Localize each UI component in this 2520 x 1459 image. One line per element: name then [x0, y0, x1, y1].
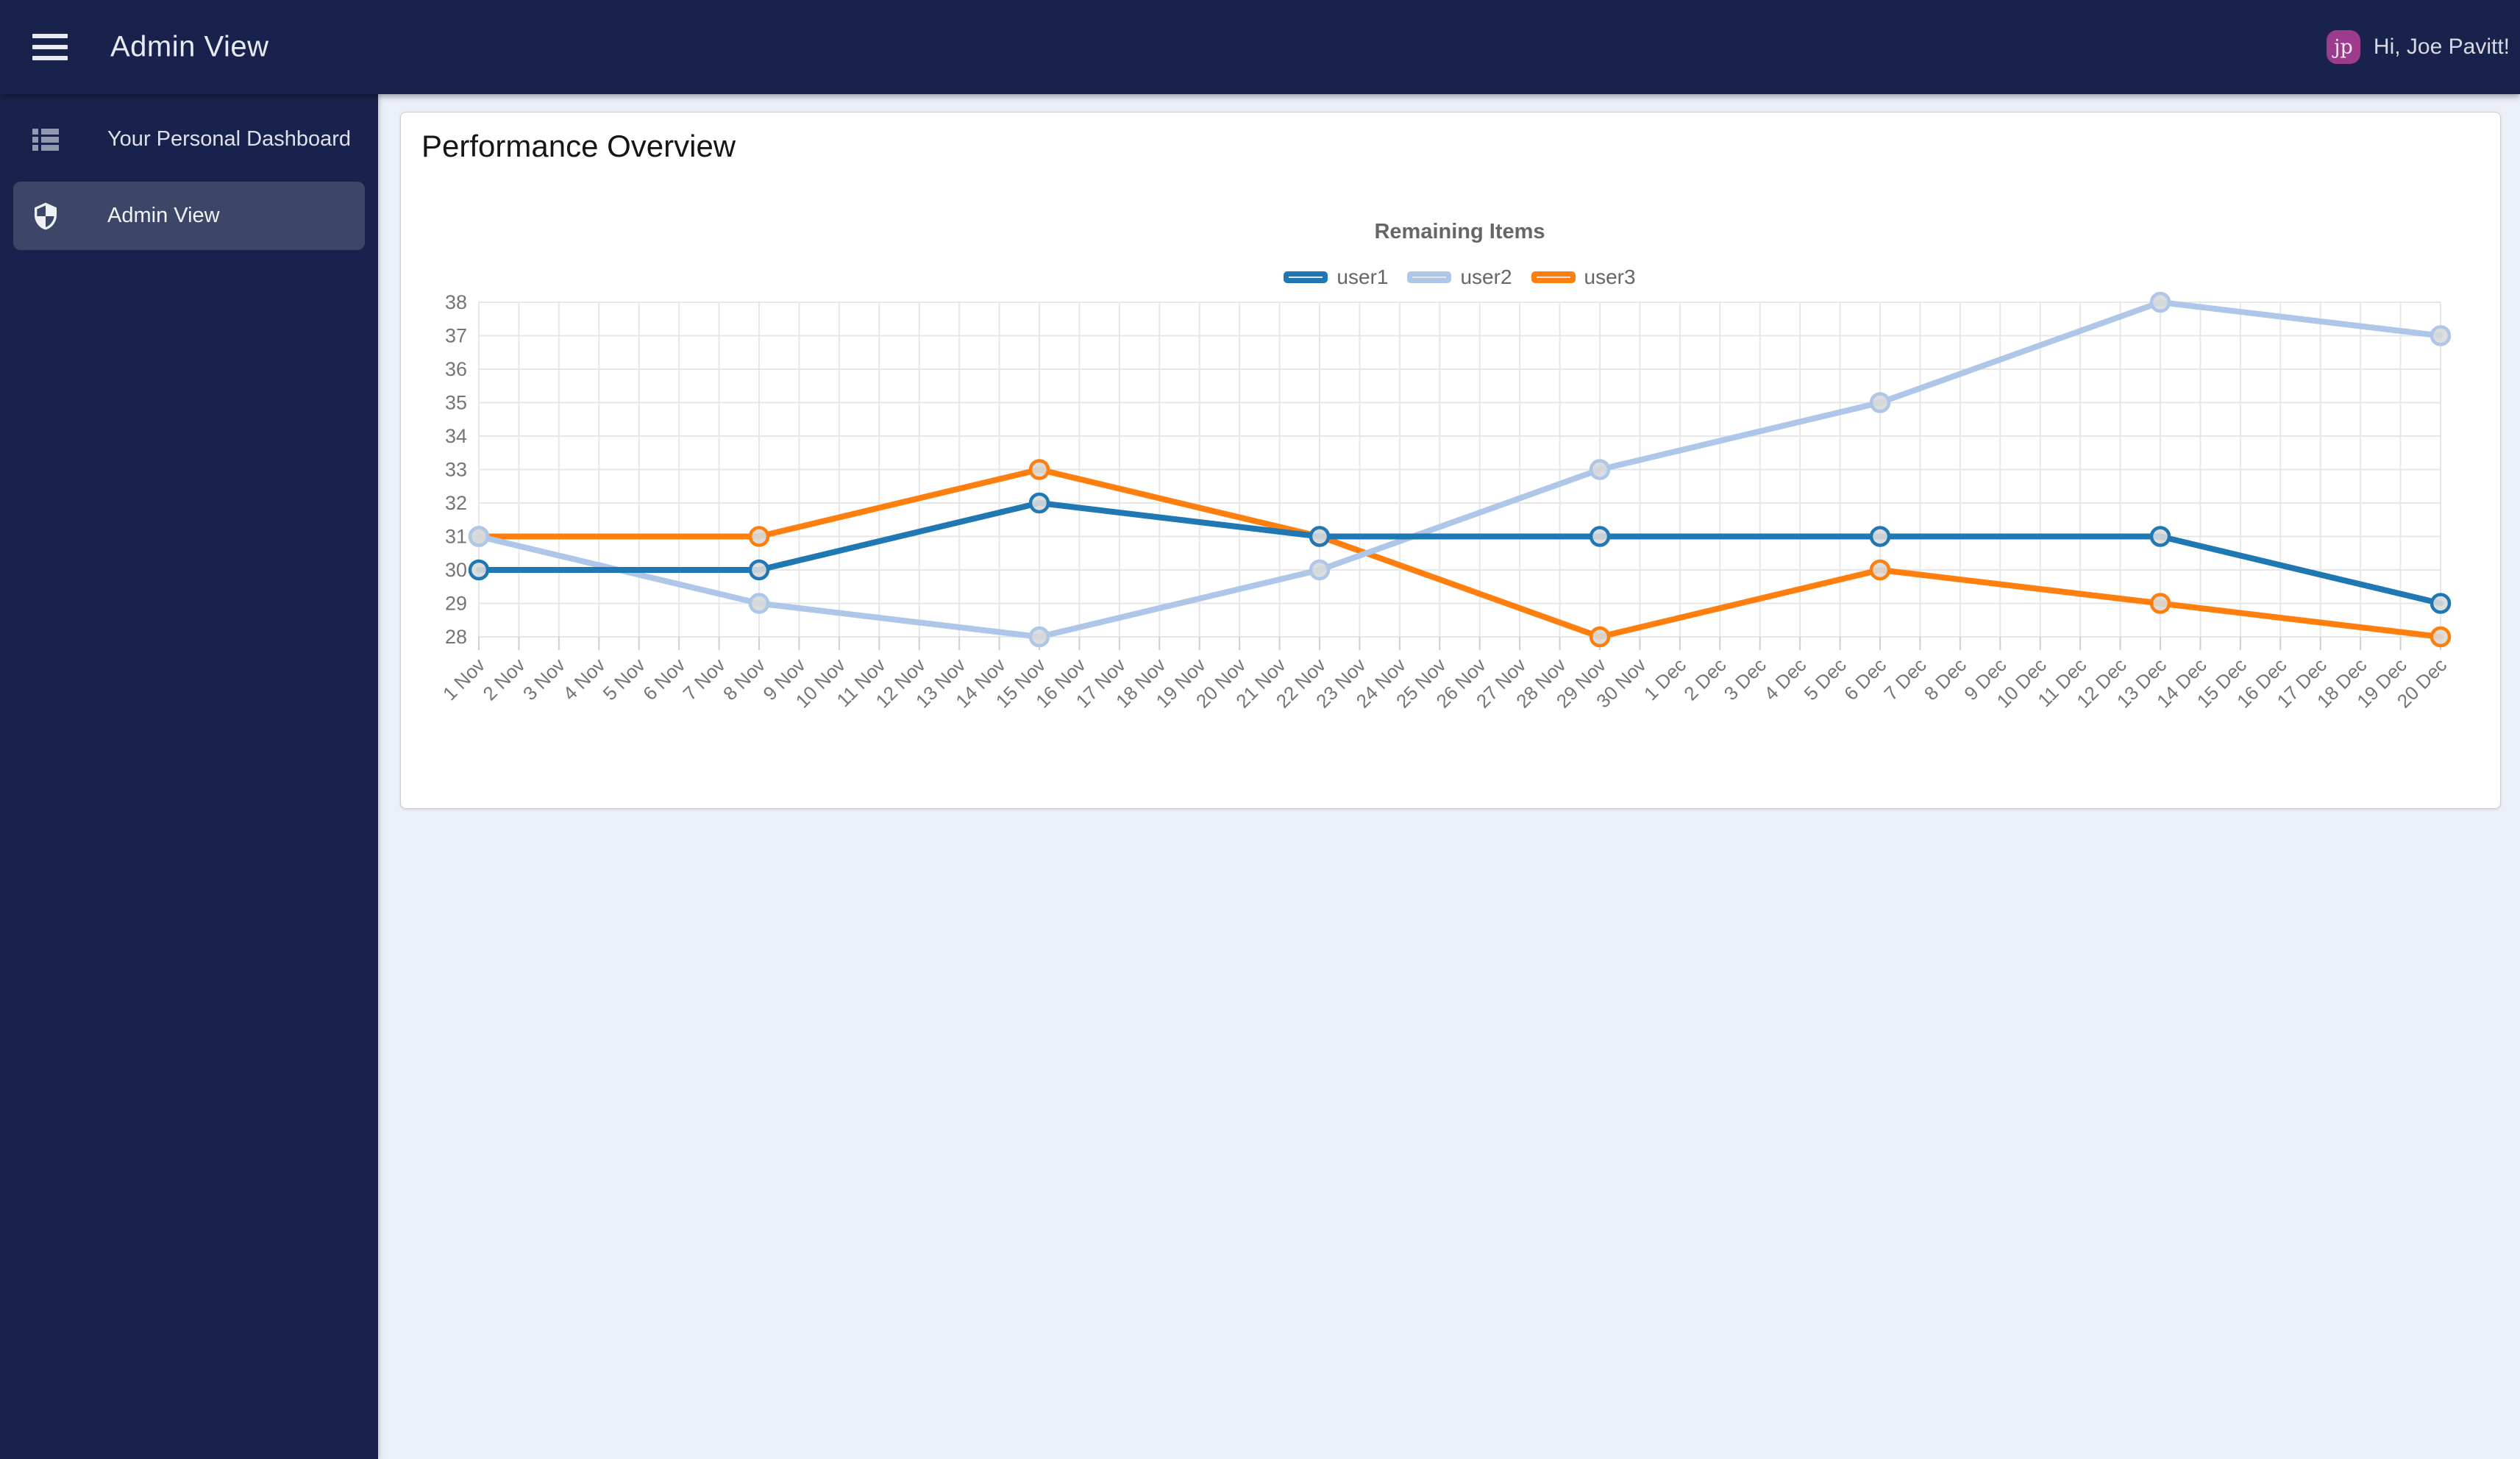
data-point-user2: [1589, 459, 1611, 480]
y-axis-label: 33: [445, 459, 467, 481]
data-point-user2: [468, 526, 490, 547]
y-axis-label: 37: [445, 325, 467, 347]
y-axis-labels: 38 37 36 35 34 33 32 31 30 29 28: [445, 291, 467, 648]
user-greeting: Hi, Joe Pavitt!: [2373, 35, 2510, 59]
main-content: Performance Overview Remaining Items use…: [378, 94, 2520, 1459]
x-axis-label: 6 Nov: [638, 654, 689, 704]
data-point-user2: [2430, 325, 2452, 346]
sidebar-item-personal-dashboard[interactable]: Your Personal Dashboard: [13, 105, 365, 174]
legend-item-user3[interactable]: user3: [1531, 265, 1636, 289]
x-axis-label: 8 Dec: [1920, 654, 1971, 704]
legend-label: user1: [1336, 265, 1389, 288]
data-point-user1: [1869, 526, 1891, 547]
sidebar-item-label: Your Personal Dashboard: [107, 127, 352, 151]
series-user2: [468, 291, 2452, 648]
x-axis-label: 1 Dec: [1640, 654, 1690, 704]
data-point-user3: [2149, 593, 2171, 614]
data-point-user1: [1028, 492, 1050, 514]
user-chip: jp Hi, Joe Pavitt!: [2326, 0, 2510, 94]
data-point-user3: [1589, 626, 1611, 648]
legend-label: user2: [1460, 265, 1512, 288]
data-point-user2: [1309, 559, 1331, 581]
chart-legend: user1 user2 user3: [479, 265, 2441, 289]
x-axis-label: 4 Nov: [558, 654, 609, 704]
dashboard-list-icon: [31, 125, 60, 154]
app-header: Admin View jp Hi, Joe Pavitt!: [0, 0, 2520, 94]
data-point-user3: [748, 526, 770, 547]
chart-title: Remaining Items: [1374, 220, 1545, 243]
y-axis-label: 31: [445, 526, 467, 548]
y-axis-label: 34: [445, 425, 467, 447]
x-axis-label: 1 Nov: [438, 654, 489, 704]
series-user1: [468, 492, 2452, 614]
x-axis-label: 3 Dec: [1720, 654, 1770, 704]
data-point-user3: [1869, 559, 1891, 581]
data-point-user1: [1589, 526, 1611, 547]
legend-swatch: [1284, 271, 1328, 283]
y-axis-label: 38: [445, 291, 467, 313]
legend-item-user2[interactable]: user2: [1407, 265, 1512, 289]
sidebar: Your Personal Dashboard Admin View: [0, 94, 378, 1459]
x-axis-label: 2 Dec: [1679, 654, 1730, 704]
y-axis-label: 30: [445, 559, 467, 581]
page-title: Admin View: [110, 30, 269, 63]
data-point-user1: [1309, 526, 1331, 547]
x-axis-label: 8 Nov: [719, 654, 769, 704]
x-axis-label: 4 Dec: [1759, 654, 1810, 704]
y-axis-label: 28: [445, 626, 467, 648]
data-point-user2: [748, 593, 770, 614]
legend-label: user3: [1584, 265, 1636, 288]
y-axis-label: 36: [445, 358, 467, 380]
data-point-user1: [468, 559, 490, 581]
x-axis-label: 2 Nov: [478, 654, 529, 704]
data-point-user3: [2430, 626, 2452, 648]
gridlines: [478, 302, 2441, 650]
legend-swatch: [1531, 271, 1576, 283]
y-axis-label: 32: [445, 492, 467, 514]
y-axis-label: 35: [445, 392, 467, 414]
sidebar-item-label: Admin View: [107, 204, 220, 227]
shield-icon: [31, 201, 60, 231]
y-axis-label: 29: [445, 593, 467, 615]
x-axis-label: 7 Dec: [1879, 654, 1930, 704]
x-axis-label: 7 Nov: [679, 654, 730, 704]
series-user3: [468, 459, 2452, 648]
legend-item-user1[interactable]: user1: [1284, 265, 1388, 289]
data-point-user1: [2149, 526, 2171, 547]
performance-card: Performance Overview Remaining Items use…: [400, 112, 2501, 809]
x-axis-label: 6 Dec: [1840, 654, 1890, 704]
data-point-user2: [1869, 392, 1891, 413]
data-point-user2: [1028, 626, 1050, 648]
x-axis-label: 5 Nov: [599, 654, 649, 704]
data-point-user2: [2149, 291, 2171, 313]
data-point-user3: [1028, 459, 1050, 480]
data-point-user1: [2430, 593, 2452, 614]
legend-swatch: [1407, 271, 1452, 283]
menu-hamburger-icon[interactable]: [32, 34, 68, 60]
data-point-user1: [748, 559, 770, 581]
card-title: Performance Overview: [421, 129, 736, 163]
x-axis-label: 3 Nov: [519, 654, 569, 704]
sidebar-item-admin-view[interactable]: Admin View: [13, 182, 365, 250]
avatar[interactable]: jp: [2326, 30, 2360, 64]
x-axis-label: 5 Dec: [1800, 654, 1851, 704]
